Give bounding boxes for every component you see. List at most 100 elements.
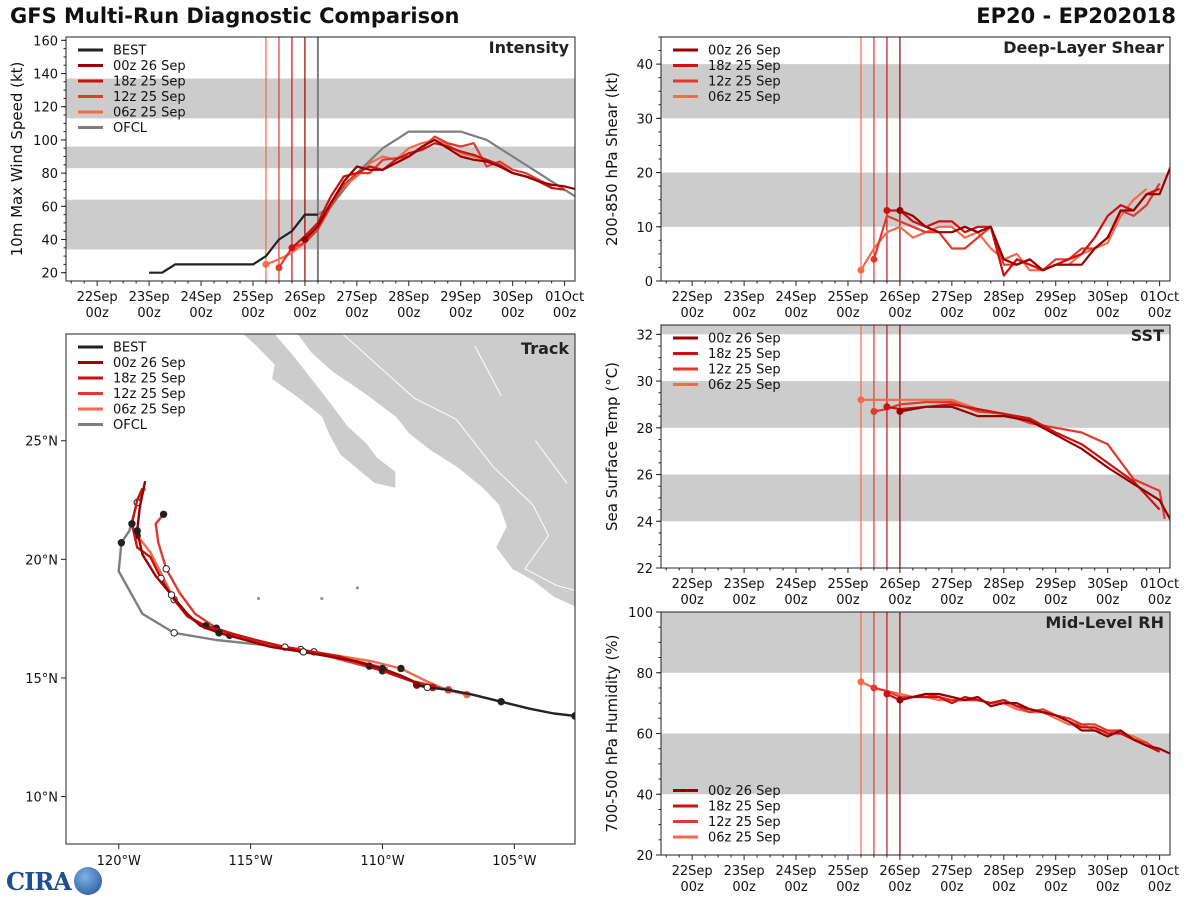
shear-init-point-run_12z <box>870 255 878 263</box>
sst-ytick-label: 32 <box>636 328 653 343</box>
sst-init-point-run_06z <box>857 396 865 404</box>
legend-label: 12z 25 Sep <box>113 90 186 105</box>
legend-label: 18z 25 Sep <box>113 372 186 387</box>
track-panel: 120°W 115°W 110°W 105°W 10°N 15°N 20°N 25°N Trac… <box>25 333 576 869</box>
sst-xtick-day: 30Sep <box>1087 577 1128 592</box>
shear-xtick-hour: 00z <box>1096 306 1120 321</box>
legend-label: 18z 25 Sep <box>113 75 186 90</box>
sst-xtick-hour: 00z <box>784 593 808 608</box>
sst-shade-band <box>661 325 1170 335</box>
legend-label: 06z 25 Sep <box>708 831 781 846</box>
track-time-marker <box>167 591 176 599</box>
intensity-frame <box>65 36 576 282</box>
shear-ytick-label: 20 <box>636 167 653 182</box>
intensity-ytick-label: 120 <box>33 101 58 116</box>
intensity-ytick-label: 100 <box>33 134 58 149</box>
sst-init-point-run_18z <box>883 403 891 411</box>
intensity-panel: 2040608010012014016022Sep00z23Sep00z24Se… <box>8 34 584 321</box>
track-time-marker <box>170 629 178 637</box>
rh-panel-title: Mid-Level RH <box>1045 613 1164 632</box>
sst-xtick-hour: 00z <box>992 593 1016 608</box>
track-time-marker <box>117 539 126 547</box>
legend-label: 12z 25 Sep <box>708 363 781 378</box>
rh-xtick-day: 30Sep <box>1087 864 1128 879</box>
sst-xtick-day: 22Sep <box>672 577 713 592</box>
rh-init-point-run_00z <box>896 696 904 704</box>
legend-label: 00z 26 Sep <box>708 784 781 799</box>
shear-xtick-day: 22Sep <box>672 290 713 305</box>
state-border <box>532 504 550 536</box>
track-ytick-label: 20°N <box>25 553 58 568</box>
track-time-marker <box>162 565 170 573</box>
shear-ylabel: 200-850 hPa Shear (kt) <box>603 72 621 246</box>
intensity-xtick-hour: 00z <box>189 306 213 321</box>
track-xtick-label: 120°W <box>97 854 141 869</box>
rh-init-point-run_06z <box>857 678 865 686</box>
intensity-xtick-hour: 00z <box>345 306 369 321</box>
state-border <box>524 535 550 570</box>
intensity-ylabel: 10m Max Wind Speed (kt) <box>8 62 26 257</box>
sst-ytick-label: 22 <box>636 562 653 577</box>
intensity-xtick-day: 30Sep <box>492 290 533 305</box>
shear-plot-area <box>661 37 1170 281</box>
track-time-marker <box>497 697 505 706</box>
intensity-xtick-hour: 00z <box>449 306 473 321</box>
shear-xtick-hour: 00z <box>992 306 1016 321</box>
intensity-shade-band <box>66 146 575 169</box>
rh-xtick-hour: 00z <box>1096 880 1120 895</box>
legend-label: 00z 26 Sep <box>113 59 186 74</box>
shear-shade-band <box>661 64 1170 119</box>
state-border <box>455 419 494 468</box>
island <box>256 596 261 601</box>
rh-xtick-hour: 00z <box>732 880 756 895</box>
intensity-xtick-hour: 00z <box>553 306 577 321</box>
shear-panel-title: Deep-Layer Shear <box>1003 38 1164 57</box>
cira-logo: CIRA <box>6 866 102 896</box>
track-ytick-label: 10°N <box>25 791 58 806</box>
sst-ytick-label: 26 <box>636 469 653 484</box>
track-time-marker <box>159 510 168 518</box>
sst-xtick-day: 24Sep <box>776 577 817 592</box>
sst-xtick-day: 26Sep <box>879 577 920 592</box>
rh-xtick-day: 28Sep <box>983 864 1024 879</box>
track-time-marker <box>128 520 136 528</box>
island <box>355 586 360 590</box>
rh-ytick-label: 100 <box>628 606 653 621</box>
legend-label: BEST <box>113 44 146 59</box>
sst-xtick-hour: 00z <box>888 593 912 608</box>
rh-xtick-day: 25Sep <box>827 864 868 879</box>
rh-xtick-hour: 00z <box>992 880 1016 895</box>
shear-xtick-day: 23Sep <box>724 290 765 305</box>
sst-xtick-hour: 00z <box>1096 593 1120 608</box>
shear-xtick-hour: 00z <box>836 306 860 321</box>
sst-shade-band <box>661 381 1170 428</box>
legend-label: 12z 25 Sep <box>113 387 186 402</box>
sst-xtick-hour: 00z <box>836 593 860 608</box>
track-xtick-label: 115°W <box>229 854 273 869</box>
legend-label: 18z 25 Sep <box>708 800 781 815</box>
rh-xtick-day: 26Sep <box>879 864 920 879</box>
state-border <box>342 334 415 399</box>
sst-init-point-run_12z <box>870 407 878 415</box>
intensity-xtick-hour: 00z <box>241 306 265 321</box>
rh-xtick-hour: 00z <box>784 880 808 895</box>
track-frame <box>65 333 576 845</box>
intensity-xtick-day: 01Oct <box>545 290 584 305</box>
shear-init-point-run_00z <box>896 207 904 215</box>
intensity-xtick-hour: 00z <box>293 306 317 321</box>
sst-xtick-day: 28Sep <box>983 577 1024 592</box>
legend-label: 06z 25 Sep <box>113 106 186 121</box>
shear-series-run_00z <box>899 165 1170 272</box>
intensity-init-point-run_00z <box>301 236 309 244</box>
track-panel-title: Track <box>521 339 569 358</box>
rh-ytick-label: 40 <box>636 788 653 803</box>
shear-xtick-day: 27Sep <box>931 290 972 305</box>
intensity-ytick-label: 140 <box>33 68 58 83</box>
legend-label: 12z 25 Sep <box>708 75 781 90</box>
legend-label: OFCL <box>113 418 148 433</box>
shear-xtick-hour: 00z <box>940 306 964 321</box>
rh-xtick-day: 29Sep <box>1035 864 1076 879</box>
sst-init-point-run_00z <box>896 407 904 415</box>
track-plot-area <box>66 334 575 844</box>
sst-ytick-label: 28 <box>636 422 653 437</box>
